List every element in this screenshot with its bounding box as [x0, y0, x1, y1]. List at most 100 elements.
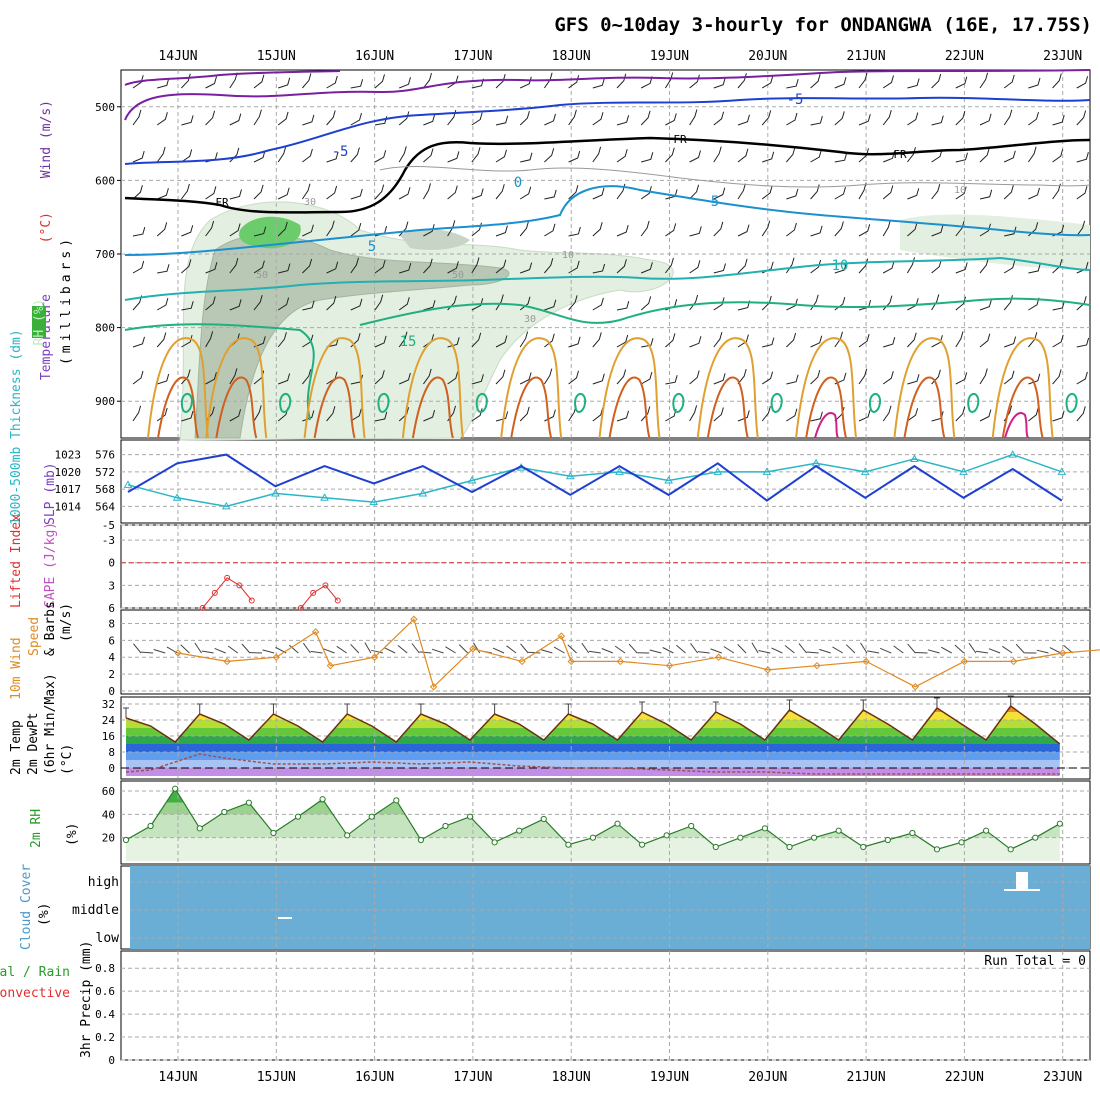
wind-barb	[1052, 300, 1065, 311]
wind-barb	[156, 222, 168, 237]
wind-barb	[955, 76, 968, 89]
rh-point	[221, 808, 228, 816]
wind-speed-point	[911, 683, 919, 691]
wind-barb	[713, 407, 724, 422]
wind-barb	[350, 147, 360, 163]
wind-barb	[689, 226, 702, 237]
contour-green-15	[124, 297, 1091, 421]
upper-air-ylabel: Wind (m/s)Temperature (°C)(millibars)RH …	[32, 100, 74, 380]
date-label-top: 14JUN	[158, 49, 197, 64]
wind-barb	[544, 148, 555, 163]
wind-speed-point	[665, 661, 674, 670]
wind-barb	[810, 335, 823, 348]
wind-barb	[931, 335, 943, 348]
wind-barb	[737, 410, 750, 422]
wind-barb	[1028, 111, 1039, 126]
pressure-tick-label: 800	[95, 322, 115, 335]
contour-magenta	[1004, 412, 1029, 439]
wind-barb	[955, 372, 968, 385]
wind-barb	[181, 149, 193, 163]
wind-barb	[350, 112, 362, 126]
wind-barb	[423, 409, 436, 422]
temperature-unit-label: (°C)	[39, 212, 54, 243]
precip-ylabel: 3hr Precip (mm)	[79, 941, 94, 1058]
lifted-index-point	[199, 605, 206, 611]
thickness-point	[123, 480, 133, 488]
surface-wind-barb	[614, 645, 626, 654]
wind-barb	[399, 372, 411, 385]
wind-barb	[1052, 410, 1065, 422]
wind-barb	[495, 73, 506, 89]
wind-speed-point	[326, 661, 335, 670]
slp-ylabel: 1000-500mb Thickness (dm) SLP (mb)	[9, 329, 58, 525]
surface-wind-barb	[364, 642, 372, 654]
pressure-tick-label: 600	[95, 174, 115, 187]
wind-barb	[447, 261, 459, 274]
wind-barb	[350, 408, 362, 422]
wind-barb	[955, 186, 967, 200]
wind-barb	[955, 406, 966, 422]
lifted-index-point	[297, 605, 304, 611]
wind-barb	[544, 113, 556, 126]
date-label-top: 15JUN	[257, 49, 296, 64]
rh-point	[638, 841, 646, 848]
wind-barb	[326, 75, 338, 89]
wind-barb	[882, 109, 892, 126]
wind-speed-point	[429, 683, 438, 691]
wind-barb	[447, 185, 458, 200]
wind-barb	[1052, 369, 1062, 385]
rh-point	[442, 822, 449, 830]
wind-barb	[810, 74, 821, 89]
wind-barb	[1028, 407, 1039, 422]
surface-wind-barb	[893, 645, 904, 654]
rh-point	[958, 839, 965, 846]
precip-tick-label: 0.4	[95, 1008, 115, 1021]
wind-barb	[786, 374, 799, 385]
rh-point	[466, 813, 474, 820]
rh-legend-swatch	[32, 306, 46, 338]
wind-barb	[786, 112, 798, 126]
thickness-point	[615, 467, 624, 475]
wind-barb	[423, 72, 432, 89]
surface-wind-barb	[907, 643, 916, 654]
wind-barb	[568, 370, 579, 385]
wind-barb	[519, 296, 531, 311]
surface-wind-barb	[628, 643, 638, 654]
slp-thickness-panel	[120, 439, 1091, 524]
wind-barb	[1076, 152, 1089, 163]
wind-barb	[374, 335, 387, 348]
wind-barb	[689, 260, 701, 274]
wind-barb	[398, 297, 410, 311]
wind-barb	[931, 183, 941, 200]
wind-speed-point	[764, 666, 772, 674]
surface-wind-barb	[915, 652, 928, 654]
wind-barb	[616, 73, 627, 89]
surface-wind-barb	[723, 646, 735, 654]
wind-barb	[156, 297, 169, 311]
wind-barb	[277, 187, 290, 200]
thickness-point	[1008, 450, 1018, 458]
wind-barb	[520, 262, 533, 274]
wind-barb	[882, 261, 895, 274]
wind-barb	[495, 369, 506, 385]
wind-barb	[398, 221, 409, 237]
pressure-tick-label: 900	[95, 395, 115, 408]
wind-barb	[205, 110, 216, 126]
temp-minmax-bar	[712, 701, 719, 712]
surface-wind-barbs	[133, 642, 1074, 654]
wind-speed-point	[714, 653, 723, 661]
wind-barb	[229, 223, 241, 237]
rh-point	[491, 839, 498, 846]
surface-wind-barb	[758, 650, 771, 654]
wind-barb	[931, 149, 943, 163]
wind-barb	[882, 220, 891, 237]
surface-wind-barb	[940, 646, 952, 654]
lifted-index-point	[322, 582, 329, 589]
surface-wind-barb	[784, 645, 795, 654]
wind-barb	[592, 222, 603, 237]
surface-wind-barb	[1002, 645, 1013, 654]
rh-point	[172, 785, 179, 792]
contour-green-small	[180, 392, 194, 413]
surface-wind-barb	[588, 650, 601, 654]
surface-wind-barb	[323, 648, 335, 654]
